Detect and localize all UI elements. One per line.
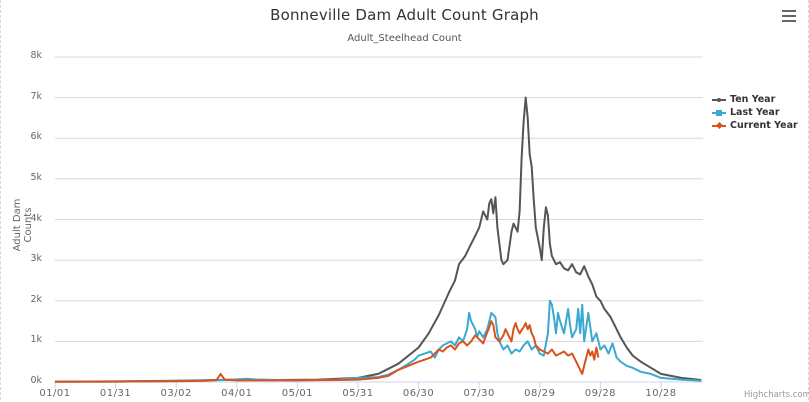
series-line-last-year[interactable]	[54, 299, 702, 383]
line-marker-icon	[712, 96, 726, 104]
legend-label: Ten Year	[730, 94, 776, 105]
x-tick-label: 03/02	[160, 388, 192, 399]
x-tick-label: 06/30	[402, 388, 435, 399]
chart-title: Bonneville Dam Adult Count Graph	[270, 6, 539, 24]
x-tick-label: 01/01	[39, 388, 71, 399]
legend-label: Last Year	[730, 107, 780, 118]
y-tick-label: 6k	[30, 131, 42, 143]
legend: Ten Year Last Year Current Year	[712, 93, 798, 132]
y-tick-label: 7k	[30, 90, 42, 102]
diamond-marker-icon	[712, 121, 726, 130]
x-tick-label: 05/31	[342, 388, 374, 399]
x-tick-label: 07/30	[463, 388, 495, 399]
x-tick-label: 09/28	[584, 388, 617, 399]
square-marker-icon	[712, 109, 726, 117]
y-tick-label: 1k	[30, 334, 42, 346]
legend-label: Current Year	[730, 120, 798, 131]
legend-item-last-year[interactable]: Last Year	[712, 106, 798, 119]
x-tick-label: 04/01	[221, 388, 253, 399]
legend-item-ten-year[interactable]: Ten Year	[712, 93, 798, 106]
x-tick-label: 10/28	[645, 388, 677, 399]
legend-item-current-year[interactable]: Current Year	[712, 119, 798, 132]
x-tick-label: 05/01	[281, 388, 314, 399]
y-tick-label: 5k	[30, 171, 42, 183]
y-tick-label: 8k	[30, 50, 42, 61]
y-tick-label: 0k	[30, 375, 42, 386]
y-tick-label: 2k	[30, 293, 42, 305]
y-tick-label: 3k	[30, 253, 42, 265]
y-tick-label: 4k	[30, 212, 42, 224]
series-line-ten-year[interactable]	[54, 96, 702, 383]
series-line-current-year[interactable]	[54, 320, 600, 383]
x-tick-label: 01/31	[99, 388, 132, 399]
highcharts-credits-link[interactable]: Highcharts.com	[744, 390, 809, 400]
hamburger-menu-icon[interactable]	[782, 10, 796, 22]
chart-subtitle: Adult_Steelhead Count	[347, 33, 462, 44]
x-tick-label: 08/29	[524, 388, 556, 399]
